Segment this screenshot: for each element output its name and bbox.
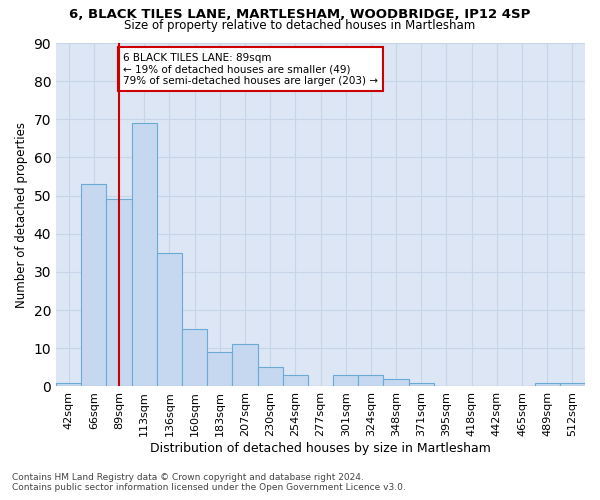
Text: Contains HM Land Registry data © Crown copyright and database right 2024.
Contai: Contains HM Land Registry data © Crown c… [12, 473, 406, 492]
Bar [257, 368, 283, 386]
Bar [131, 123, 157, 386]
X-axis label: Distribution of detached houses by size in Martlesham: Distribution of detached houses by size … [150, 442, 491, 455]
Bar [157, 253, 182, 386]
Bar [81, 184, 106, 386]
Bar [56, 382, 81, 386]
Bar [333, 375, 358, 386]
Bar [409, 382, 434, 386]
Bar [383, 379, 409, 386]
Bar [232, 344, 257, 387]
Y-axis label: Number of detached properties: Number of detached properties [15, 122, 28, 308]
Text: 6, BLACK TILES LANE, MARTLESHAM, WOODBRIDGE, IP12 4SP: 6, BLACK TILES LANE, MARTLESHAM, WOODBRI… [70, 8, 530, 20]
Bar [560, 382, 585, 386]
Text: 6 BLACK TILES LANE: 89sqm
← 19% of detached houses are smaller (49)
79% of semi-: 6 BLACK TILES LANE: 89sqm ← 19% of detac… [123, 52, 378, 86]
Bar [207, 352, 232, 386]
Bar [106, 200, 131, 386]
Bar [283, 375, 308, 386]
Bar [358, 375, 383, 386]
Text: Size of property relative to detached houses in Martlesham: Size of property relative to detached ho… [124, 18, 476, 32]
Bar [182, 329, 207, 386]
Bar [535, 382, 560, 386]
